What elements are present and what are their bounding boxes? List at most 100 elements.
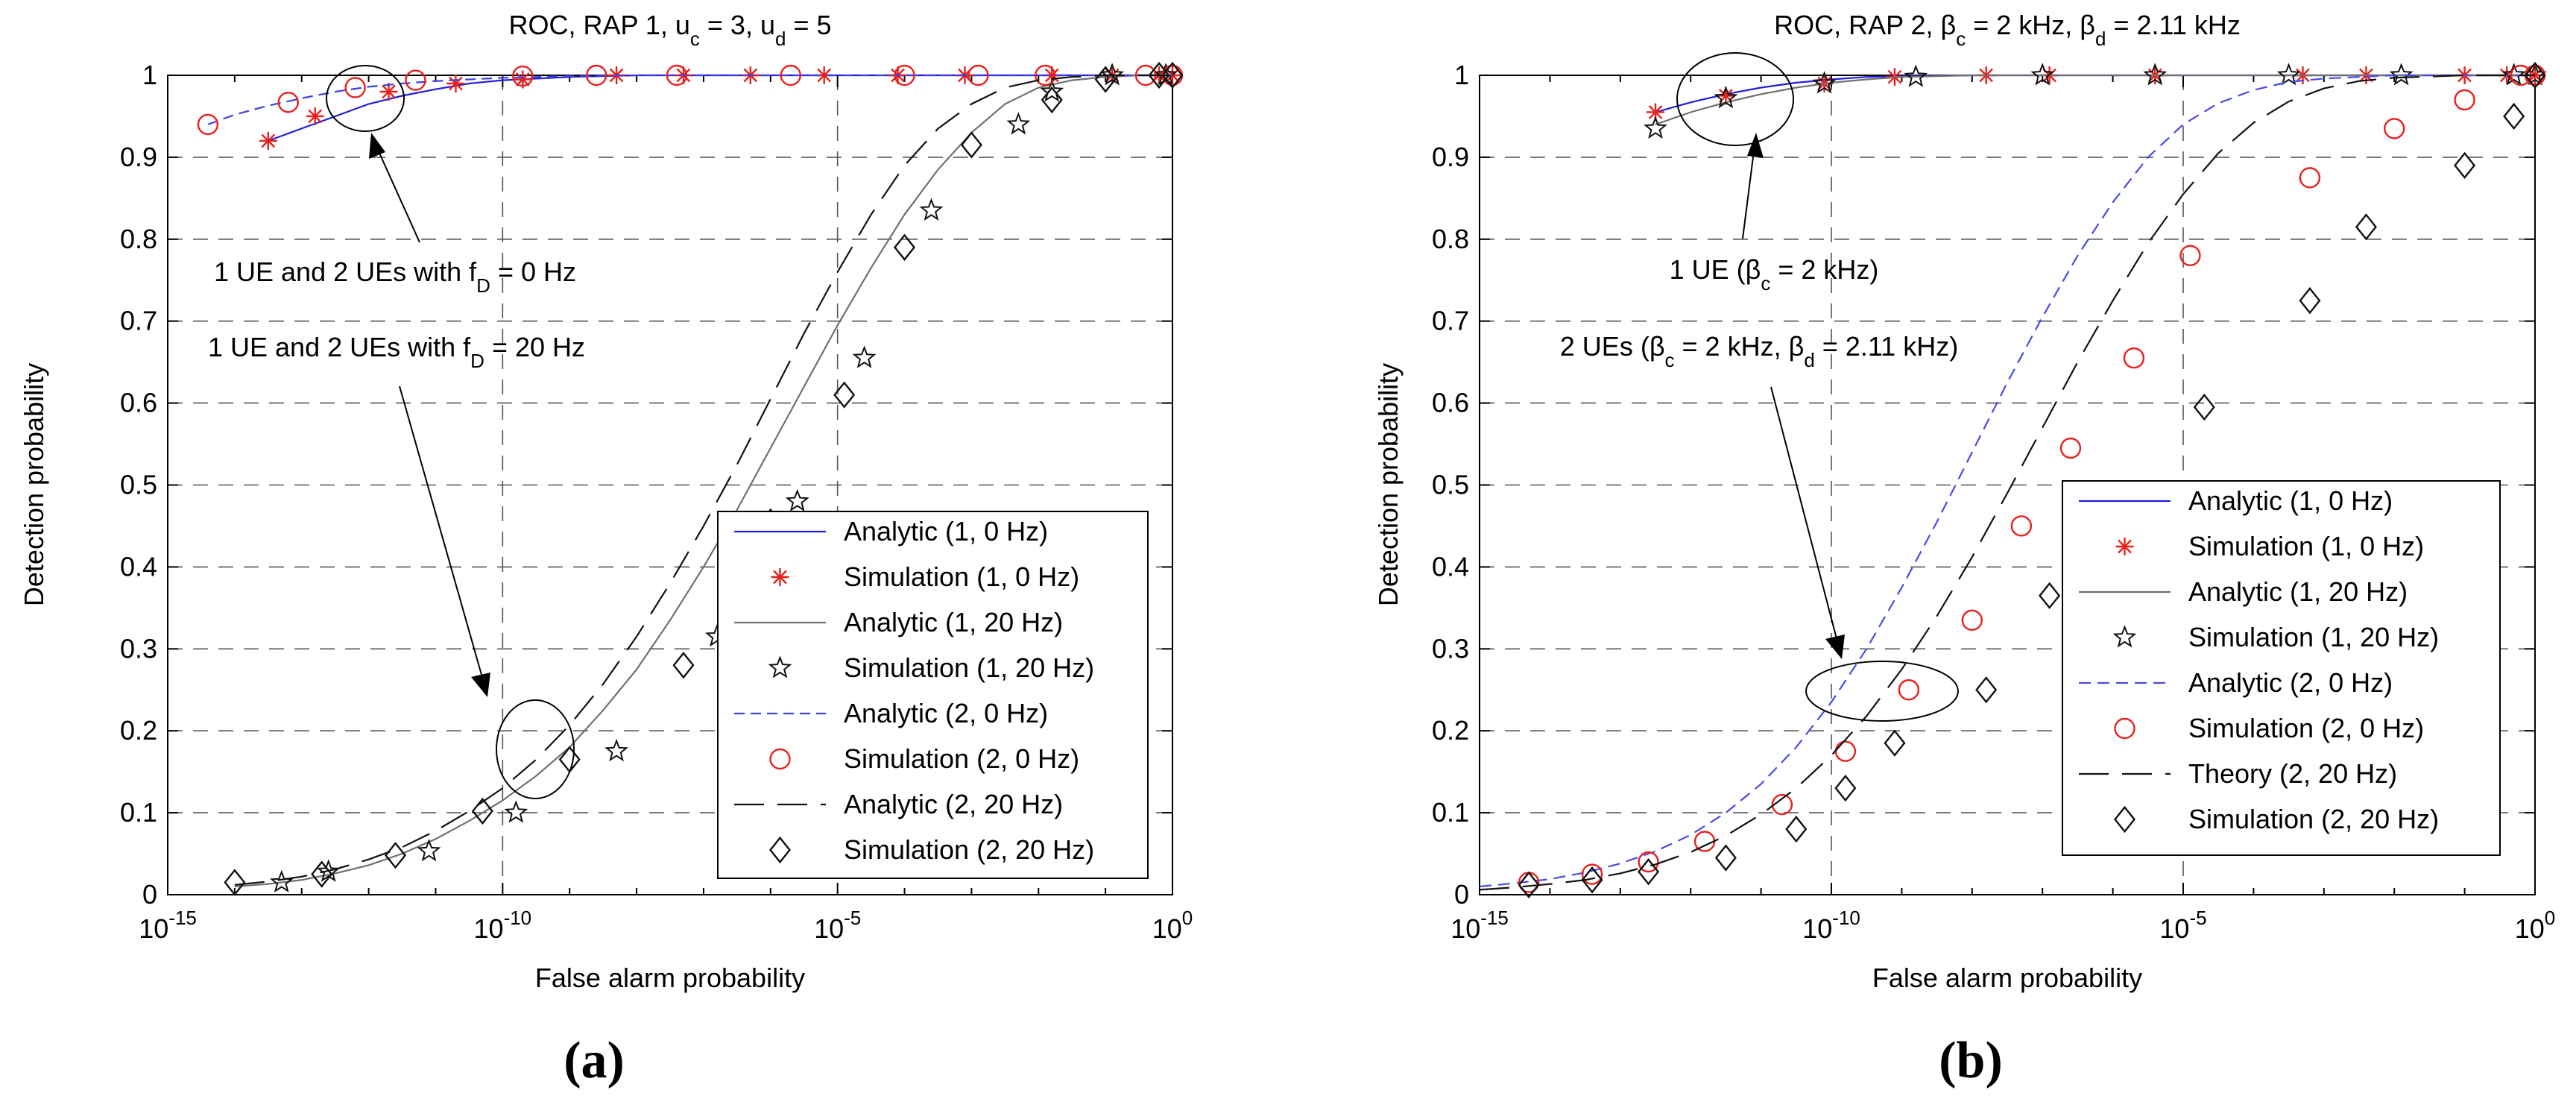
y-tick-label: 0.2 (120, 715, 157, 746)
y-axis-label: Detection probability (19, 363, 49, 606)
circle-point (405, 69, 426, 91)
legend-marker-sample (2112, 625, 2137, 648)
circle-point (2059, 437, 2082, 459)
star-point (2030, 63, 2055, 86)
star-point (269, 869, 294, 893)
legend-label: Simulation (2, 0 Hz) (844, 743, 1079, 774)
circle-point (2179, 245, 2201, 266)
diamond-point (311, 860, 333, 888)
legend-label: Simulation (2, 20 Hz) (2188, 804, 2439, 834)
annotation-arrow-bottom (399, 385, 490, 697)
legend-label: Simulation (1, 0 Hz) (844, 561, 1079, 592)
legend-marker-sample (768, 836, 792, 864)
circle-point (344, 77, 366, 98)
diamond-point (471, 797, 493, 825)
panel-label: (a) (564, 1032, 625, 1089)
legend-entry: Analytic (1, 0 Hz) (734, 516, 1048, 547)
chart-panel-b: 0 0.1 0.2 0.3 0.4 0.5 0.6 0.7 0.8 0.9 1 10-15 10-10 1… (1373, 10, 2555, 1089)
star-point (1644, 116, 1667, 139)
star-point (1040, 79, 1064, 102)
circle-point (894, 64, 915, 86)
legend-entry: Analytic (1, 20 Hz) (734, 607, 1063, 637)
circle-point (1771, 793, 1793, 816)
line-series-3 (1655, 74, 2535, 125)
legend-box (2062, 480, 2501, 856)
diamond-point (2524, 61, 2546, 89)
diamond-point (1094, 66, 1117, 93)
legend-items: Analytic (1, 0 Hz) Simulation (1, 0 Hz) An… (2079, 485, 2439, 834)
asterisk-point (1647, 103, 1664, 122)
diamond-point (385, 842, 407, 869)
star-point (417, 839, 441, 862)
diamond-point (2193, 393, 2215, 421)
y-tick-label: 0.4 (1432, 551, 1469, 582)
y-tick-label: 0.6 (1432, 388, 1469, 418)
highlight-ellipse-bottom (496, 699, 575, 799)
annotation-arrow-top (1742, 133, 1764, 239)
line-series-7 (234, 74, 1172, 886)
highlight-ellipse-top (1676, 52, 1794, 146)
diamond-point (1785, 815, 1808, 843)
diamond-point (833, 381, 856, 409)
diamond-point (558, 746, 581, 773)
markers-series-2 (259, 66, 1181, 150)
legend-entry: Analytic (2, 20 Hz) (734, 789, 1063, 819)
legend-entry: Analytic (2, 0 Hz) (2079, 667, 2393, 698)
star-point (852, 345, 877, 368)
asterisk-point (306, 107, 324, 125)
y-tick-label: 0.1 (120, 797, 157, 828)
y-tick-label: 0.5 (120, 470, 157, 500)
star-point (2276, 63, 2301, 86)
star-point (1006, 112, 1031, 135)
circle-point (197, 113, 219, 136)
diamond-point (2454, 151, 2476, 180)
star-point (1714, 86, 1738, 109)
legend-marker-sample (769, 748, 791, 770)
star-point (2501, 63, 2526, 86)
x-tick-label: 10-15 (139, 907, 197, 944)
x-tick-label: 100 (1152, 907, 1193, 944)
circle-point (1961, 609, 1983, 632)
x-tick-label: 10-5 (814, 907, 861, 944)
diamond-point (2355, 213, 2377, 241)
legend-marker-sample (2114, 717, 2135, 740)
legend-marker-sample (768, 655, 792, 678)
y-tick-label: 0.8 (120, 224, 157, 254)
diamond-point (960, 131, 982, 159)
circle-point (277, 92, 299, 113)
chart-title: ROC, RAP 2, βc = 2 kHz, βd = 2.11 kHz (1774, 10, 2241, 50)
highlight-ellipse-top (326, 65, 405, 132)
diamond-point (224, 869, 246, 896)
asterisk-point (446, 74, 465, 92)
legend-label: Simulation (2, 20 Hz) (844, 834, 1094, 865)
circle-point (1898, 679, 1920, 701)
y-tick-label: 0.9 (120, 142, 157, 172)
circle-point (2454, 89, 2475, 111)
legend: Analytic (1, 0 Hz) Simulation (1, 0 Hz) An… (717, 511, 1149, 879)
y-tick-label: 0.6 (120, 388, 157, 418)
diamond-point (1581, 866, 1603, 894)
circle-point (2299, 167, 2321, 189)
legend-label: Analytic (1, 20 Hz) (844, 607, 1063, 637)
star-point (785, 488, 809, 512)
legend-marker-sample (2113, 805, 2136, 834)
legend-entry: Analytic (2, 0 Hz) (734, 698, 1048, 728)
circle-point (666, 64, 688, 86)
panel-label: (b) (1939, 1032, 2003, 1089)
legend-marker-sample (2115, 538, 2134, 555)
legend-label: Simulation (1, 20 Hz) (2188, 622, 2439, 652)
y-tick-label: 0.7 (120, 306, 157, 336)
y-axis-label: Detection probability (1373, 363, 1404, 606)
y-tick-label: 1 (142, 60, 157, 90)
axis-ticks: 0 0.1 0.2 0.3 0.4 0.5 0.6 0.7 0.8 0.9 1 10-15 10-10 1… (120, 60, 1193, 944)
y-tick-label: 0.7 (1432, 306, 1469, 336)
line-series-5 (1479, 74, 2535, 888)
legend-label: Analytic (2, 20 Hz) (844, 789, 1063, 819)
x-tick-label: 10-10 (1802, 907, 1860, 944)
legend-label: Analytic (1, 20 Hz) (2188, 576, 2408, 607)
diamond-point (2503, 102, 2525, 130)
diamond-point (893, 233, 916, 261)
star-point (1904, 64, 1928, 87)
circle-point (967, 64, 989, 86)
